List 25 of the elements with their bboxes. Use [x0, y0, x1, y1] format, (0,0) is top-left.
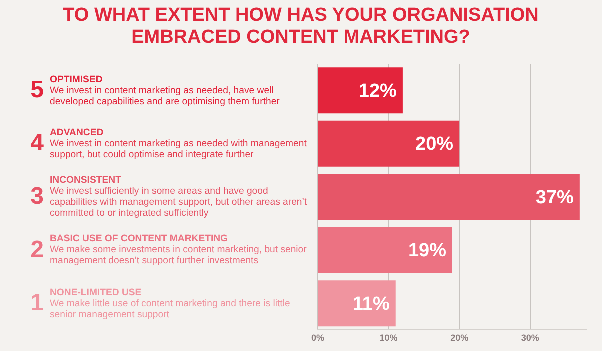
y-tick-label: BASIC USE OF CONTENT MARKETING We make some investments in content marketing, but senior management doesn’t support further investments — [50, 234, 308, 267]
bar — [318, 280, 396, 327]
x-tick-label: 10% — [380, 333, 398, 344]
x-tick-label: 0% — [311, 333, 325, 344]
x-tick-label: 30% — [521, 333, 540, 344]
data-label: 20% — [416, 134, 454, 156]
text: 3 — [30, 183, 45, 212]
y-tick-label: NONE-LIMITED USE We make little use of content marketing and there is little senior management support — [50, 287, 292, 320]
y-tick-label: INCONSISTENT We invest sufficiently in some areas and have good capabilities with management support, but other areas aren’t committed to or integrated sufficiently — [50, 175, 308, 220]
data-label: 19% — [408, 240, 447, 262]
data-label: 11% — [352, 294, 390, 315]
bar — [318, 120, 460, 167]
data-label: 37% — [536, 187, 574, 208]
y-tick-label: OPTIMISED We invest in content marketing as needed, have well developed capabilities and are optimising them further — [50, 74, 281, 108]
text: 2 — [30, 236, 45, 264]
y-tick-label: ADVANCED We invest in content marketing as needed with management support, but could optimise and integrate further — [50, 127, 308, 160]
bar — [318, 68, 403, 114]
chart-title: TO WHAT EXTENT HOW HAS YOUR ORGANISATION EMBRACED CONTENT MARKETING? — [62, 5, 540, 49]
text: 5 — [30, 76, 45, 105]
bar — [318, 227, 452, 274]
data-label: 12% — [358, 80, 398, 102]
text: 1 — [30, 290, 45, 318]
bar — [318, 174, 580, 220]
x-tick-label: 20% — [450, 333, 469, 344]
text: 4 — [30, 130, 45, 158]
